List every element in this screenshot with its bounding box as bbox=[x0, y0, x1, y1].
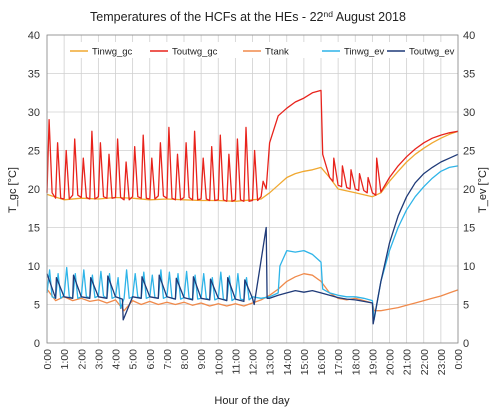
legend: Tinwg_gc Toutwg_gc Ttank Tinwg_ev Toutwg_ev bbox=[70, 47, 455, 58]
x-tick-label: 4:00 bbox=[111, 349, 123, 370]
x-tick-label: 14:00 bbox=[282, 349, 294, 375]
x-tick-label: 10:00 bbox=[213, 349, 225, 375]
legend-label: Tinwg_gc bbox=[92, 47, 133, 58]
x-tick-label: 11:00 bbox=[230, 349, 242, 375]
plot-area-frame bbox=[46, 34, 459, 344]
y-axis-left-ticks: 0 5 10 15 20 25 30 35 40 bbox=[28, 30, 40, 350]
x-tick-label: 16:00 bbox=[316, 349, 328, 375]
y-right-tick-label: 15 bbox=[463, 223, 475, 235]
x-tick-label: 9:00 bbox=[196, 349, 208, 370]
chart-title: Temperatures of the HCFs at the HEs - 22… bbox=[90, 9, 406, 24]
x-tick-label: 0:00 bbox=[42, 349, 54, 370]
x-tick-label: 15:00 bbox=[299, 349, 311, 375]
y-right-tick-label: 30 bbox=[463, 107, 475, 119]
y-axis-right-title: T_ev [°C] bbox=[477, 167, 489, 213]
x-tick-label: 21:00 bbox=[402, 349, 414, 375]
y-left-tick-label: 5 bbox=[34, 300, 40, 312]
series-line-tinwg-gc bbox=[46, 130, 459, 202]
y-left-tick-label: 35 bbox=[28, 69, 40, 81]
legend-label: Toutwg_gc bbox=[172, 47, 218, 58]
chart-title-tail: August 2018 bbox=[333, 10, 406, 24]
series-line-toutwg-ev bbox=[46, 153, 459, 325]
x-tick-label: 8:00 bbox=[179, 349, 191, 370]
y-right-tick-label: 35 bbox=[463, 69, 475, 81]
y-axis-left-title: T_gc [°C] bbox=[7, 167, 19, 213]
x-axis-ticks: 0:00 1:00 2:00 3:00 4:00 5:00 6:00 7:00 8:00 9:00… bbox=[42, 349, 465, 375]
y-axis-right-ticks: 0 5 10 15 20 25 30 35 40 bbox=[463, 30, 475, 350]
x-tick-label: 3:00 bbox=[93, 349, 105, 370]
y-right-tick-label: 25 bbox=[463, 146, 475, 158]
series-line-ttank bbox=[46, 273, 459, 312]
series-line-toutwg-gc bbox=[46, 89, 459, 202]
x-tick-label: 5:00 bbox=[128, 349, 140, 370]
legend-label: Toutwg_ev bbox=[409, 47, 455, 58]
x-tick-label: 19:00 bbox=[367, 349, 379, 375]
x-tick-label: 6:00 bbox=[145, 349, 157, 370]
y-right-tick-label: 0 bbox=[463, 338, 469, 350]
x-tick-label: 1:00 bbox=[59, 349, 71, 370]
y-right-tick-label: 20 bbox=[463, 184, 475, 196]
y-left-tick-label: 0 bbox=[34, 338, 40, 350]
series-lines bbox=[46, 89, 459, 325]
chart-title-sup: nd bbox=[323, 9, 333, 19]
x-tick-label: 12:00 bbox=[248, 349, 260, 375]
x-tick-label: 20:00 bbox=[385, 349, 397, 375]
y-left-tick-label: 30 bbox=[28, 107, 40, 119]
y-left-tick-label: 10 bbox=[28, 261, 40, 273]
y-right-tick-label: 10 bbox=[463, 261, 475, 273]
chart-title-main: Temperatures of the HCFs at the HEs - 22 bbox=[90, 10, 323, 24]
x-tick-label: 18:00 bbox=[350, 349, 362, 375]
x-tick-label: 0:00 bbox=[453, 349, 465, 370]
y-left-tick-label: 40 bbox=[28, 30, 40, 42]
y-left-tick-label: 20 bbox=[28, 184, 40, 196]
y-left-tick-label: 15 bbox=[28, 223, 40, 235]
y-right-tick-label: 40 bbox=[463, 30, 475, 42]
legend-label: Tinwg_ev bbox=[344, 47, 385, 58]
legend-label: Ttank bbox=[265, 47, 289, 58]
y-right-tick-label: 5 bbox=[463, 300, 469, 312]
x-tick-label: 22:00 bbox=[419, 349, 431, 375]
x-tick-label: 23:00 bbox=[436, 349, 448, 375]
x-tick-label: 17:00 bbox=[333, 349, 345, 375]
x-axis-title: Hour of the day bbox=[214, 395, 290, 407]
x-tick-label: 7:00 bbox=[162, 349, 174, 370]
y-left-tick-label: 25 bbox=[28, 146, 40, 158]
x-tick-label: 2:00 bbox=[76, 349, 88, 370]
legend-box bbox=[66, 42, 450, 58]
x-tick-label: 13:00 bbox=[265, 349, 277, 375]
